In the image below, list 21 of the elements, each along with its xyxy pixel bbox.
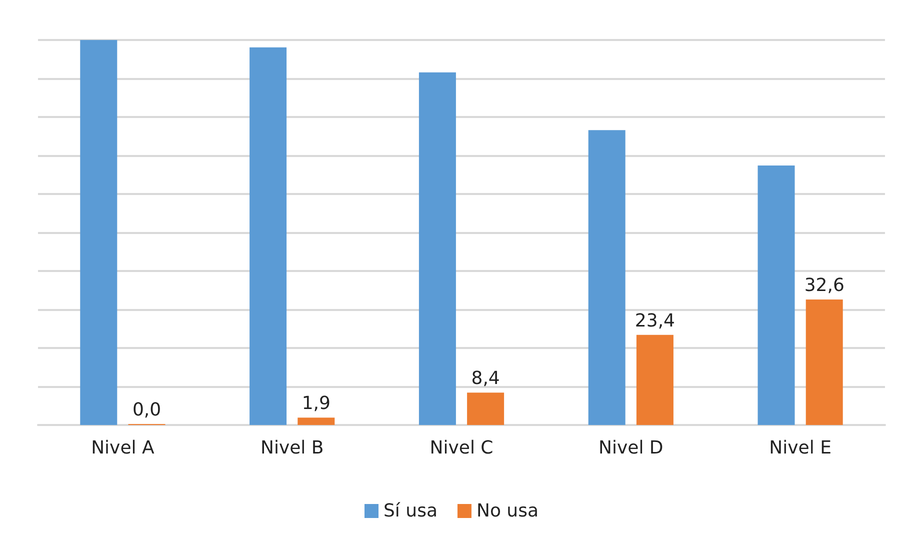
x-tick-label: Nivel B	[260, 438, 324, 458]
bar	[758, 166, 795, 425]
x-tick-label: Nivel D	[598, 438, 664, 458]
data-label: 8,4	[471, 368, 500, 390]
bar	[418, 72, 456, 425]
bar	[467, 392, 504, 425]
legend-label: Sí usa	[384, 500, 438, 522]
bar	[806, 299, 843, 425]
x-tick-label: Nivel E	[769, 438, 832, 458]
legend-label: No usa	[476, 500, 538, 522]
data-label: 32,6	[804, 274, 844, 296]
x-tick-label: Nivel C	[430, 438, 494, 458]
bar	[636, 334, 674, 425]
x-tick-label: Nivel A	[91, 438, 155, 458]
bar	[250, 47, 287, 425]
data-label: 23,4	[634, 310, 675, 332]
bar	[298, 418, 335, 425]
bar	[80, 40, 118, 425]
bar	[588, 130, 626, 425]
data-label: 0,0	[132, 400, 162, 420]
data-label: 1,9	[302, 393, 330, 414]
